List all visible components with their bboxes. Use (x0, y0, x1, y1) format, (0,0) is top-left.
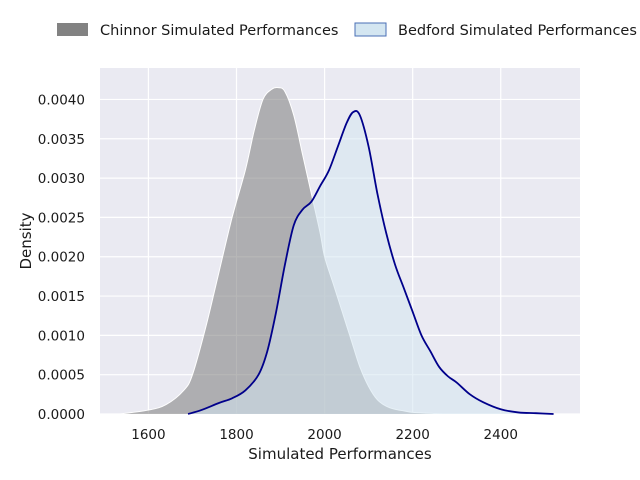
legend: Chinnor Simulated Performances Bedford S… (57, 22, 637, 39)
legend-label-chinnor: Chinnor Simulated Performances (100, 23, 339, 39)
y-tick-label: 0.0005 (38, 368, 85, 384)
x-tick-label: 1800 (219, 427, 253, 443)
y-tick-label: 0.0015 (38, 289, 85, 305)
series-area-1 (188, 110, 554, 414)
y-tick-label: 0.0010 (38, 328, 85, 344)
y-tick-label: 0.0035 (38, 132, 85, 148)
legend-label-bedford: Bedford Simulated Performances (398, 23, 637, 39)
x-axis-label: Simulated Performances (248, 445, 432, 463)
legend-swatch-bedford (354, 22, 387, 37)
x-tick-label: 1600 (131, 427, 165, 443)
x-tick-label: 2200 (395, 427, 429, 443)
y-tick-label: 0.0020 (38, 250, 85, 266)
x-tick-label: 2000 (307, 427, 341, 443)
y-tick-label: 0.0000 (38, 407, 85, 423)
y-axis-label: Density (17, 212, 35, 269)
y-tick-label: 0.0030 (38, 171, 85, 187)
x-tick-label: 2400 (484, 427, 518, 443)
series-layer (119, 86, 554, 415)
series-line-1 (187, 110, 554, 415)
y-tick-label: 0.0025 (38, 210, 85, 226)
legend-swatch-chinnor (57, 23, 88, 36)
tick-labels: 1600 1800 2000 2200 2400 0.0000 0.0005 0.0010 0.… (38, 92, 518, 443)
y-tick-label: 0.0040 (38, 92, 85, 108)
